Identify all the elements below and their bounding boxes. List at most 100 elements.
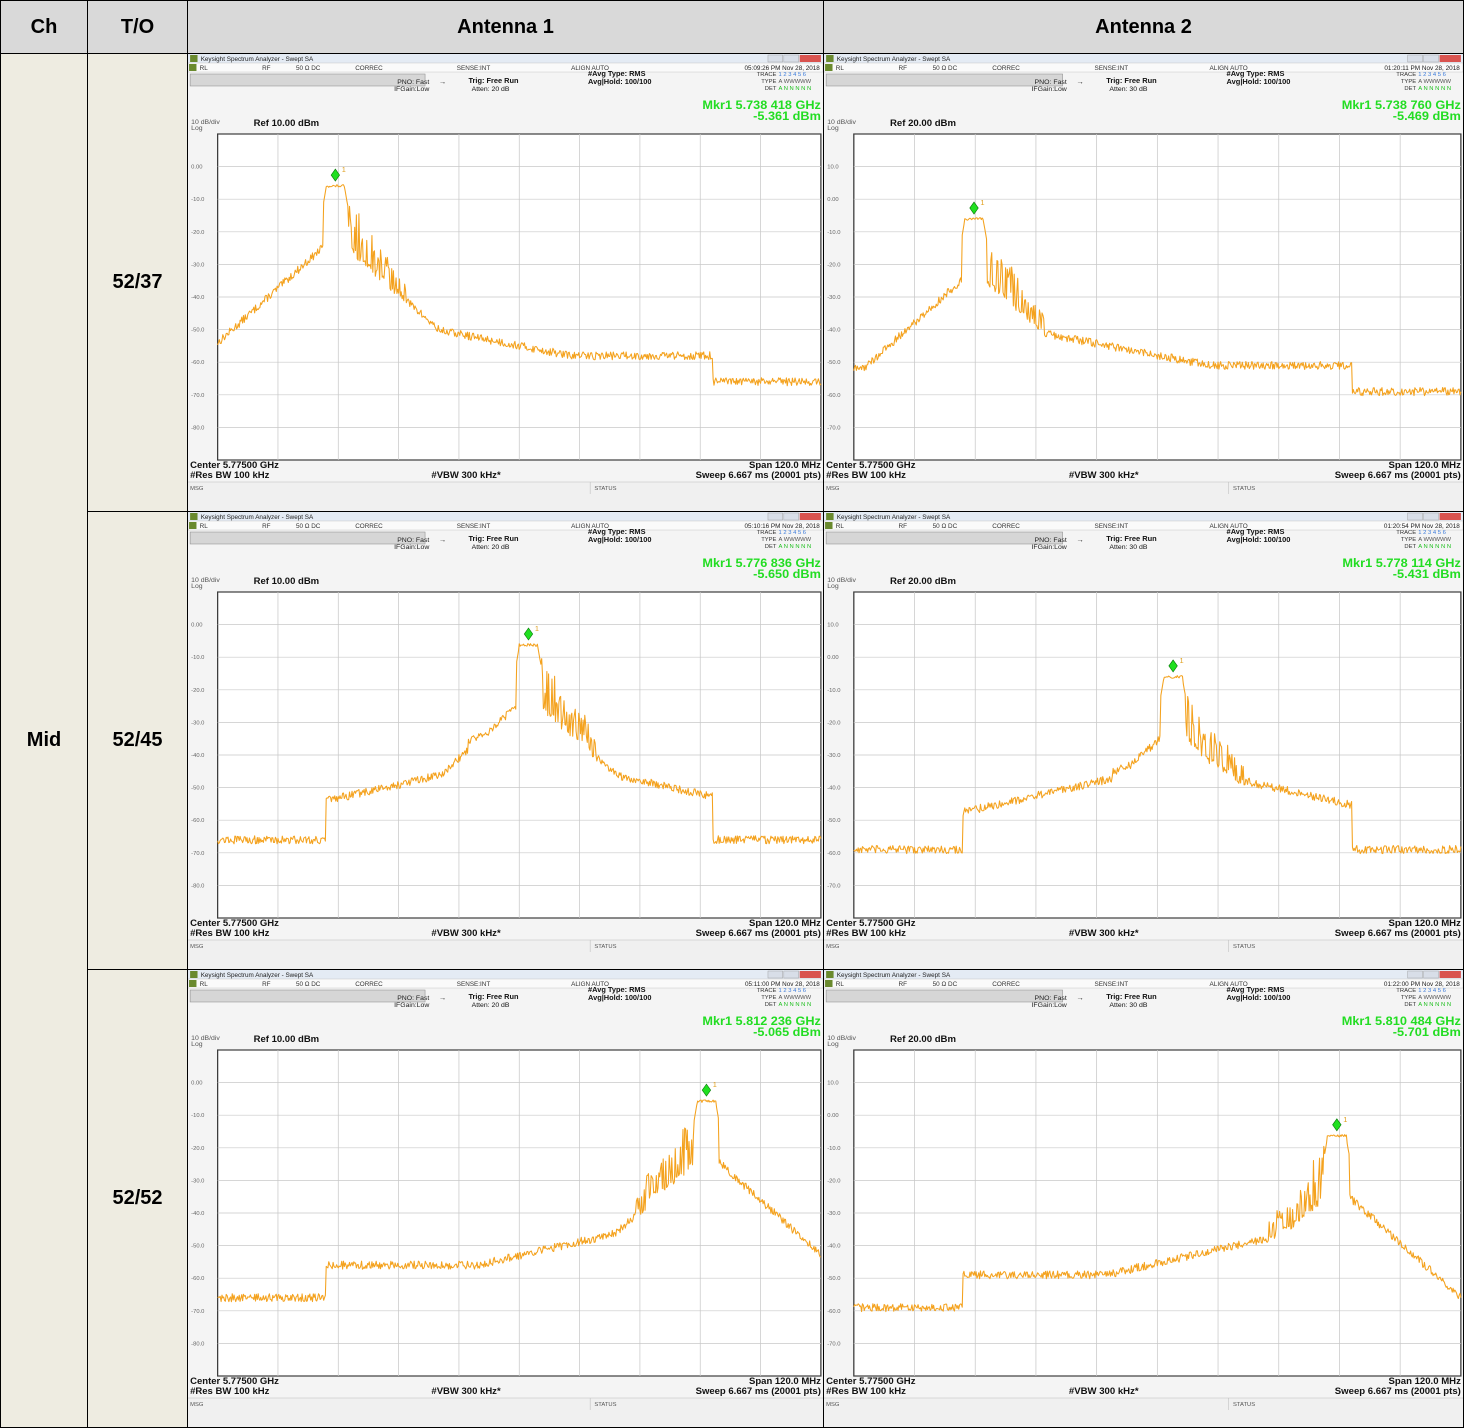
minimize-button (1407, 512, 1423, 521)
status-align: ALIGN AUTO (571, 981, 609, 988)
y-tick-label: -50.0 (827, 1276, 840, 1282)
rl-icon (189, 980, 197, 987)
plot-cell: Keysight Spectrum Analyzer - Swept SA RL R… (187, 969, 824, 1428)
status-rl: RL (200, 981, 209, 988)
timestamp: 01:22:00 PM Nov 28, 2018 (1384, 981, 1460, 988)
scale-text: 10 dB/div (827, 119, 856, 126)
status-rl: RL (836, 65, 845, 72)
marker-frequency: Mkr1 5.776 836 GHz (702, 556, 821, 570)
resolution-bandwidth: #Res BW 100 kHz (190, 928, 270, 938)
marker-amplitude: -5.065 dBm (753, 1025, 821, 1039)
window-title: Keysight Spectrum Analyzer - Swept SA (837, 56, 951, 63)
app-icon (190, 513, 198, 520)
avg-type: #Avg Type: RMS (1227, 985, 1285, 994)
center-frequency: Center 5.77500 GHz (190, 460, 279, 470)
status-impedance: 50 Ω DC (933, 523, 958, 530)
status-rl: RL (836, 981, 845, 988)
status-correc: CORREC (355, 523, 383, 530)
input-field (189, 531, 426, 545)
ref-level: Ref 20.00 dBm (890, 576, 956, 586)
table-row: 52/45 Keysight Spectrum Analyzer - Swept… (1, 511, 1464, 970)
spectrum-screenshot: Keysight Spectrum Analyzer - Swept SA RL R… (188, 512, 823, 969)
marker-diamond-icon (1168, 659, 1178, 673)
y-tick-label: -70.0 (191, 1309, 204, 1315)
app-icon (190, 55, 198, 62)
y-tick-label: -60.0 (827, 1309, 840, 1315)
footer-bar (188, 1398, 823, 1427)
title-bar (824, 970, 1463, 979)
ref-level: Ref 10.00 dBm (254, 576, 320, 586)
det-label: DET (1404, 544, 1416, 550)
status-correc: CORREC (355, 981, 383, 988)
atten-text: Atten: 20 dB (472, 1002, 510, 1009)
y-tick-label: -60.0 (827, 393, 840, 399)
status-impedance: 50 Ω DC (296, 981, 321, 988)
status-impedance: 50 Ω DC (933, 65, 958, 72)
title-bar (188, 970, 823, 979)
header-antenna-1: Antenna 1 (187, 0, 824, 54)
y-tick-label: -70.0 (191, 393, 204, 399)
y-tick-label: -70.0 (827, 426, 840, 432)
rl-icon (189, 522, 197, 529)
trace-numbers: 1 2 3 4 5 6 (1418, 530, 1446, 536)
minimize-button (1407, 54, 1423, 63)
log-text: Log (827, 583, 839, 590)
status-rl: RL (200, 65, 209, 72)
type-label: TYPE (1401, 79, 1416, 85)
y-tick-label: -60.0 (191, 360, 204, 366)
y-tick-label: -50.0 (827, 360, 840, 366)
y-tick-label: -80.0 (191, 884, 204, 890)
pno-text: PNO: Fast (1035, 537, 1067, 544)
y-tick-label: 0.00 (191, 165, 202, 171)
y-tick-label: -40.0 (191, 295, 204, 301)
y-tick-label: -30.0 (827, 753, 840, 759)
trace-label: TRACE (757, 72, 777, 78)
scale-text: 10 dB/div (827, 577, 856, 584)
status-rf: RF (262, 523, 271, 530)
minimize-button (1407, 970, 1423, 979)
type-label: TYPE (1401, 537, 1416, 543)
type-label: TYPE (761, 79, 776, 85)
status-text: STATUS (1233, 944, 1255, 950)
status-align: ALIGN AUTO (1210, 981, 1248, 988)
plot-cell: Keysight Spectrum Analyzer - Swept SA RL R… (823, 53, 1464, 512)
sweep-text: Sweep 6.667 ms (20001 pts) (1335, 1386, 1461, 1396)
window-title: Keysight Spectrum Analyzer - Swept SA (837, 972, 951, 979)
marker-label: 1 (535, 624, 539, 633)
footer-bar (824, 1398, 1463, 1427)
title-bar (188, 54, 823, 63)
y-tick-label: -20.0 (827, 721, 840, 727)
type-value: A WWWWW (779, 537, 812, 543)
marker-frequency: Mkr1 5.778 114 GHz (1342, 556, 1460, 570)
y-tick-label: -50.0 (191, 786, 204, 792)
status-align: ALIGN AUTO (571, 65, 609, 72)
status-align: ALIGN AUTO (1210, 523, 1248, 530)
trig-text: Trig: Free Run (468, 992, 518, 1001)
footer-bar (824, 482, 1463, 511)
msg-text: MSG (826, 944, 839, 950)
resolution-bandwidth: #Res BW 100 kHz (190, 1386, 270, 1396)
y-tick-label: -20.0 (191, 688, 204, 694)
maximize-button (1423, 512, 1439, 521)
trace-label: TRACE (1396, 72, 1416, 78)
det-label: DET (765, 86, 777, 92)
avg-hold: Avg|Hold: 100/100 (1227, 993, 1291, 1002)
status-text: STATUS (1233, 1402, 1255, 1408)
marker-diamond-icon (523, 627, 534, 641)
rl-icon (189, 64, 197, 71)
spectrum-trace (853, 217, 1462, 397)
marker-label: 1 (342, 165, 346, 174)
atten-text: Atten: 30 dB (1109, 1002, 1148, 1009)
scale-text: 10 dB/div (191, 1035, 220, 1042)
y-tick-label: -20.0 (191, 1146, 204, 1152)
span-text: Span 120.0 MHz (1389, 918, 1462, 928)
status-correc: CORREC (992, 65, 1020, 72)
y-tick-label: -70.0 (191, 851, 204, 857)
avg-hold: Avg|Hold: 100/100 (588, 993, 651, 1002)
y-tick-label: 0.00 (827, 1113, 838, 1119)
title-bar (824, 512, 1463, 521)
avg-type: #Avg Type: RMS (1227, 69, 1285, 78)
video-bandwidth: #VBW 300 kHz* (1069, 928, 1139, 938)
resolution-bandwidth: #Res BW 100 kHz (826, 928, 906, 938)
